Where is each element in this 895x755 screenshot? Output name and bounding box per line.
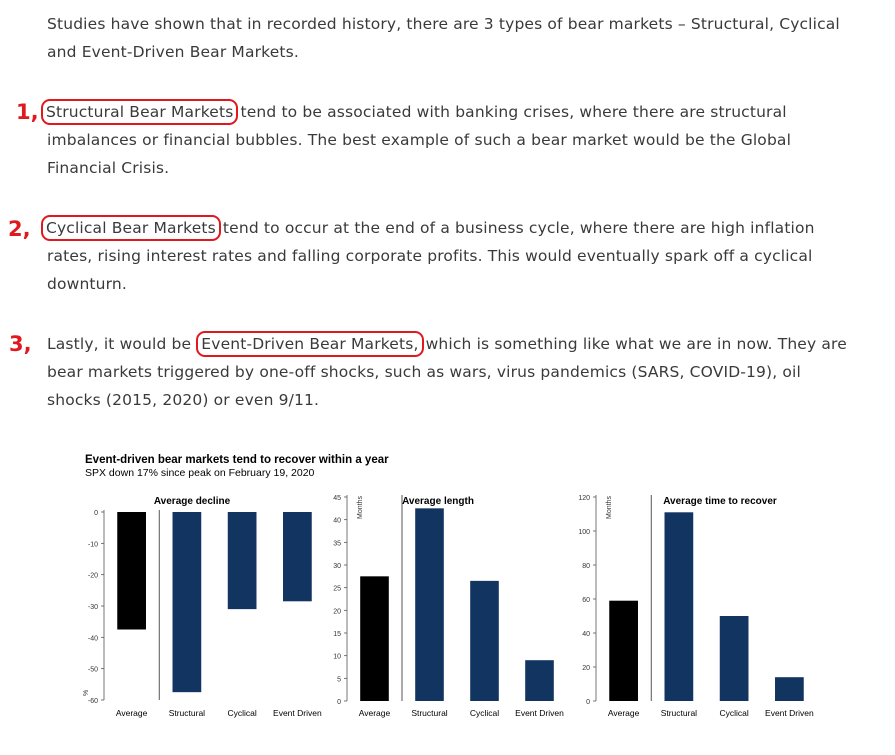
bar-event-driven xyxy=(525,660,554,701)
y-tick-label: 40 xyxy=(333,518,341,525)
cyclical-paragraph: Cyclical Bear Markets tend to occur at t… xyxy=(41,214,847,298)
bar-structural xyxy=(172,512,202,693)
category-label: Structural xyxy=(169,708,205,718)
bear-market-chart-figure: Event-driven bear markets tend to recove… xyxy=(83,454,814,718)
category-label: Average xyxy=(359,708,391,718)
category-label: Structural xyxy=(411,708,447,718)
chart-subtitle: SPX down 17% since peak on February 19, … xyxy=(85,467,315,479)
bar-average xyxy=(360,576,389,701)
y-tick-label: 80 xyxy=(582,563,590,570)
category-label: Event Driven xyxy=(765,708,814,718)
y-tick-label: 30 xyxy=(333,563,341,570)
y-axis-label: Months xyxy=(357,496,364,519)
category-label: Cyclical xyxy=(719,708,748,718)
category-label: Average xyxy=(608,708,640,718)
category-label: Cyclical xyxy=(470,708,499,718)
item-number-1: 1, xyxy=(16,100,39,124)
y-tick-label: 20 xyxy=(333,608,341,615)
category-label: Structural xyxy=(661,708,697,718)
y-tick-label: -20 xyxy=(88,573,98,580)
y-tick-label: -30 xyxy=(88,604,98,611)
y-tick-label: 15 xyxy=(333,631,341,638)
event-driven-paragraph: Lastly, it would be Event-Driven Bear Ma… xyxy=(47,330,847,414)
panel-title: Average time to recover xyxy=(663,496,777,507)
event-driven-highlight: Event-Driven Bear Markets, xyxy=(196,331,424,357)
y-axis-label: Months xyxy=(606,496,613,519)
intro-paragraph: Studies have shown that in recorded hist… xyxy=(47,15,840,61)
panel-title: Average decline xyxy=(154,496,231,507)
y-tick-label: -60 xyxy=(88,698,98,705)
bar-cyclical xyxy=(719,616,749,701)
bar-cyclical xyxy=(227,512,257,610)
average-length-panel: 0 5 10 15 20 25 30 35 40 45 Months Average length Av… xyxy=(333,495,564,718)
panel-title: Average length xyxy=(402,496,474,507)
category-label: Event Driven xyxy=(515,708,564,718)
y-tick-label: -10 xyxy=(88,541,98,548)
y-tick-label: 45 xyxy=(333,495,341,502)
y-tick-label: 40 xyxy=(582,631,590,638)
y-tick-label: 60 xyxy=(582,597,590,604)
y-axis-label: % xyxy=(83,690,90,696)
average-decline-panel: 0 -10 -20 -30 -40 -50 -60% Average decline Avera… xyxy=(83,496,322,718)
category-label: Cyclical xyxy=(227,708,256,718)
average-time-to-recover-panel: 0 20 40 60 80 100 120 Months Average time to rec… xyxy=(578,495,814,718)
item-number-2: 2, xyxy=(8,217,31,241)
bar-structural xyxy=(415,508,444,701)
item-number-3: 3, xyxy=(9,332,32,356)
category-label: Average xyxy=(116,708,148,718)
chart-title: Event-driven bear markets tend to recove… xyxy=(85,454,389,466)
category-label: Event Driven xyxy=(273,708,322,718)
bar-average xyxy=(117,512,146,630)
bar-average xyxy=(609,600,638,701)
y-tick-label: -50 xyxy=(88,667,98,674)
cyclical-highlight: Cyclical Bear Markets xyxy=(41,215,221,241)
y-tick-label: 25 xyxy=(333,586,341,593)
structural-paragraph: Structural Bear Markets tend to be assoc… xyxy=(41,98,847,182)
y-tick-label: 0 xyxy=(337,699,341,706)
bar-structural xyxy=(664,512,694,701)
y-tick-label: 35 xyxy=(333,540,341,547)
y-tick-label: 100 xyxy=(578,529,590,536)
y-tick-label: 0 xyxy=(586,699,590,706)
y-tick-label: 10 xyxy=(333,654,341,661)
y-tick-label: 120 xyxy=(578,495,590,502)
bar-cyclical xyxy=(470,580,499,701)
y-tick-label: 20 xyxy=(582,665,590,672)
structural-highlight: Structural Bear Markets xyxy=(41,99,239,125)
y-tick-label: 5 xyxy=(337,676,341,683)
y-tick-label: -40 xyxy=(88,635,98,642)
bar-event-driven xyxy=(283,512,312,602)
y-tick-label: 0 xyxy=(94,510,98,517)
bar-event-driven xyxy=(775,677,804,701)
